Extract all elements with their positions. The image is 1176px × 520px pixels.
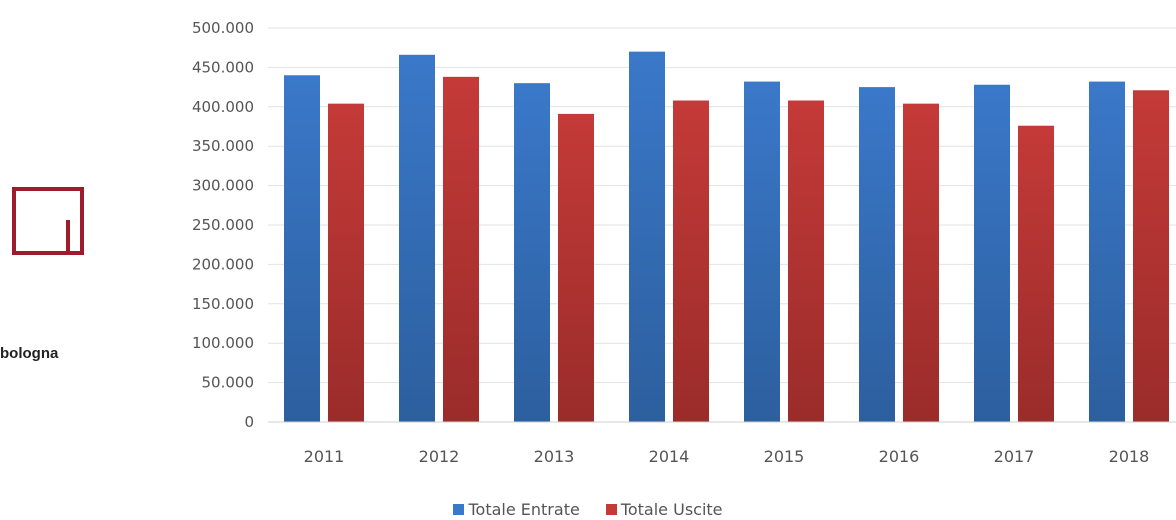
x-tick-label: 2017 bbox=[994, 447, 1035, 466]
bar-entrate bbox=[284, 75, 320, 422]
legend-swatch-uscite bbox=[605, 504, 617, 515]
bar-uscite bbox=[558, 113, 594, 422]
legend-item-uscite: Totale Uscite bbox=[605, 500, 723, 519]
bar-chart: 0 50.000 100.000 150.000 200.000 250.000 300.0… bbox=[192, 19, 1176, 466]
y-axis: 0 50.000 100.000 150.000 200.000 250.000 300.0… bbox=[192, 19, 254, 431]
bar-entrate bbox=[629, 51, 665, 422]
bar-entrate bbox=[1089, 81, 1125, 423]
x-tick-label: 2016 bbox=[879, 447, 920, 466]
x-tick-label: 2015 bbox=[764, 447, 805, 466]
legend-label-uscite: Totale Uscite bbox=[620, 500, 723, 519]
bar-uscite bbox=[903, 103, 939, 422]
y-tick-label: 500.000 bbox=[192, 19, 254, 37]
legend-item-entrate: Totale Entrate bbox=[453, 500, 580, 519]
x-axis: 2011 2012 2013 2014 2015 2016 2017 2018 bbox=[268, 421, 1176, 466]
y-tick-label: 200.000 bbox=[192, 255, 254, 273]
legend-swatch-entrate bbox=[453, 504, 465, 515]
bar-entrate bbox=[744, 81, 780, 423]
y-tick-label: 350.000 bbox=[192, 137, 254, 155]
bar-entrate bbox=[859, 87, 895, 422]
bar-uscite bbox=[1133, 90, 1169, 422]
bar-uscite bbox=[788, 100, 824, 422]
bar-uscite bbox=[328, 103, 364, 422]
chart-bars bbox=[284, 51, 1169, 423]
y-tick-label: 450.000 bbox=[192, 58, 254, 76]
y-tick-label: 50.000 bbox=[202, 374, 255, 392]
bar-uscite bbox=[1018, 125, 1054, 422]
y-tick-label: 0 bbox=[244, 413, 254, 431]
brand-name: bologna bbox=[0, 345, 59, 362]
y-tick-label: 100.000 bbox=[192, 334, 254, 352]
legend-label-entrate: Totale Entrate bbox=[468, 500, 580, 519]
x-tick-label: 2014 bbox=[649, 447, 690, 466]
x-tick-label: 2012 bbox=[419, 447, 460, 466]
y-tick-label: 400.000 bbox=[192, 98, 254, 116]
x-tick-label: 2011 bbox=[304, 447, 345, 466]
bar-entrate bbox=[974, 84, 1010, 423]
bar-entrate bbox=[514, 83, 550, 422]
bar-uscite bbox=[443, 76, 479, 422]
y-tick-label: 150.000 bbox=[192, 295, 254, 313]
x-tick-label: 2018 bbox=[1109, 447, 1150, 466]
bar-entrate bbox=[399, 54, 435, 423]
institution-logo bbox=[12, 187, 84, 255]
logo-mark bbox=[12, 187, 84, 255]
y-tick-label: 250.000 bbox=[192, 216, 254, 234]
x-tick-label: 2013 bbox=[534, 447, 575, 466]
bar-uscite bbox=[673, 100, 709, 422]
y-tick-label: 300.000 bbox=[192, 177, 254, 195]
chart-legend: Totale Entrate Totale Uscite bbox=[0, 500, 1176, 519]
